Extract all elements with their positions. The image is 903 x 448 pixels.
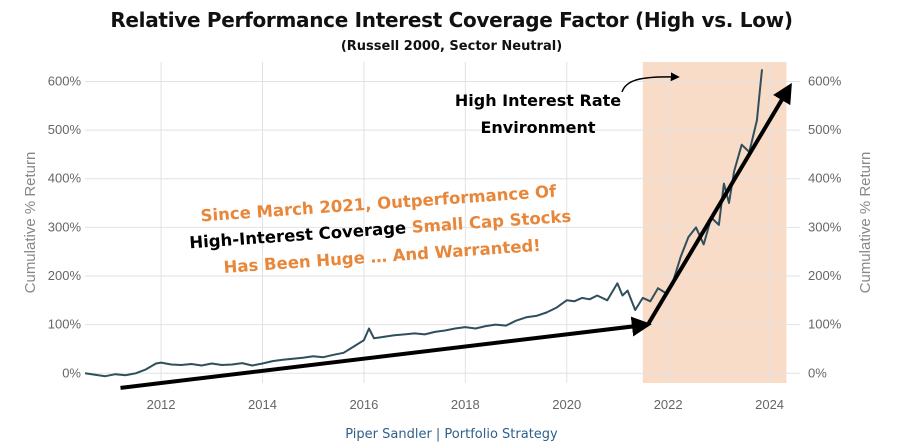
trend-arrow-2 — [646, 82, 792, 326]
y-tick-label-left: 300% — [48, 219, 82, 234]
y-tick-label-left: 400% — [48, 171, 82, 186]
callout-text: Since March 2021, Outperformance OfHigh-… — [189, 182, 572, 277]
y-tick-label-right: 100% — [808, 317, 842, 332]
environment-label-line2: Environment — [480, 118, 595, 137]
chart-footer: Piper Sandler | Portfolio Strategy — [345, 427, 558, 442]
x-tick-label: 2016 — [349, 397, 378, 412]
environment-label-line1: High Interest Rate — [455, 91, 621, 110]
callout-line2-orange: Small Cap Stocks — [405, 207, 572, 238]
x-tick-label: 2022 — [654, 397, 683, 412]
environment-pointer-arrow — [621, 72, 680, 93]
x-tick-label: 2012 — [147, 397, 176, 412]
y-tick-label-right: 400% — [808, 171, 842, 186]
chart-subtitle: (Russell 2000, Sector Neutral) — [340, 39, 563, 54]
trend-arrow-1 — [120, 316, 652, 390]
x-tick-label: 2024 — [755, 397, 784, 412]
x-tick-label: 2020 — [552, 397, 581, 412]
shaded-region — [642, 62, 787, 383]
x-tick-label: 2014 — [248, 397, 277, 412]
y-axis-title-left: Cumulative % Return — [22, 152, 39, 294]
series-line-0 — [84, 69, 763, 378]
chart-title: Relative Performance Interest Coverage F… — [110, 8, 793, 32]
x-tick-label: 2018 — [451, 397, 480, 412]
y-tick-label-left: 100% — [48, 317, 82, 332]
y-tick-label-left: 600% — [48, 73, 82, 88]
y-tick-label-right: 200% — [808, 268, 842, 283]
y-tick-label-right: 500% — [808, 122, 842, 137]
y-tick-label-right: 300% — [808, 219, 842, 234]
y-tick-label-right: 600% — [808, 73, 842, 88]
y-tick-label-left: 500% — [48, 122, 82, 137]
y-tick-label-left: 200% — [48, 268, 82, 283]
y-tick-label-right: 0% — [808, 365, 827, 380]
y-axis-title-right: Cumulative % Return — [857, 152, 874, 294]
y-tick-label-left: 0% — [62, 365, 81, 380]
